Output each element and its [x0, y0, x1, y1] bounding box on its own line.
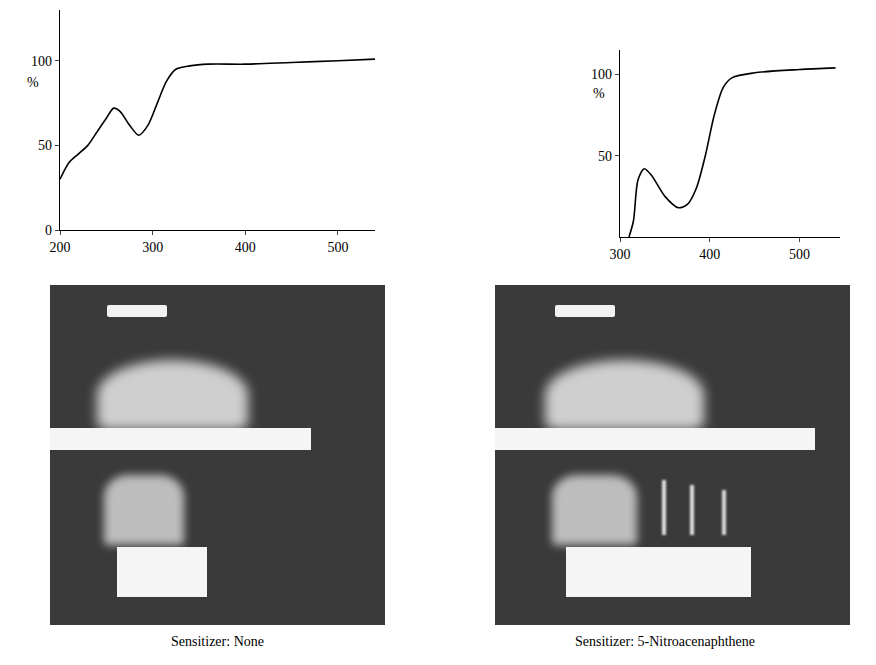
svg-text:100: 100 — [591, 67, 612, 82]
svg-text:200: 200 — [50, 240, 71, 255]
svg-text:0: 0 — [45, 223, 52, 238]
svg-text:%: % — [27, 75, 39, 90]
svg-text:300: 300 — [610, 247, 631, 262]
svg-text:500: 500 — [789, 247, 810, 262]
svg-text:400: 400 — [235, 240, 256, 255]
html-text:Sensitizer: 5-Nitroacenaphthen: Sensitizer: 5-Nitroacenaphthene — [575, 634, 755, 649]
svg-text:500: 500 — [327, 240, 348, 255]
svg-text:400: 400 — [699, 247, 720, 262]
svg-text:50: 50 — [38, 138, 52, 153]
svg-text:50: 50 — [598, 149, 612, 164]
svg-text:%: % — [593, 86, 605, 101]
svg-text:300: 300 — [142, 240, 163, 255]
html-text:Sensitizer: None: Sensitizer: None — [171, 634, 264, 649]
svg-text:100: 100 — [31, 54, 52, 69]
